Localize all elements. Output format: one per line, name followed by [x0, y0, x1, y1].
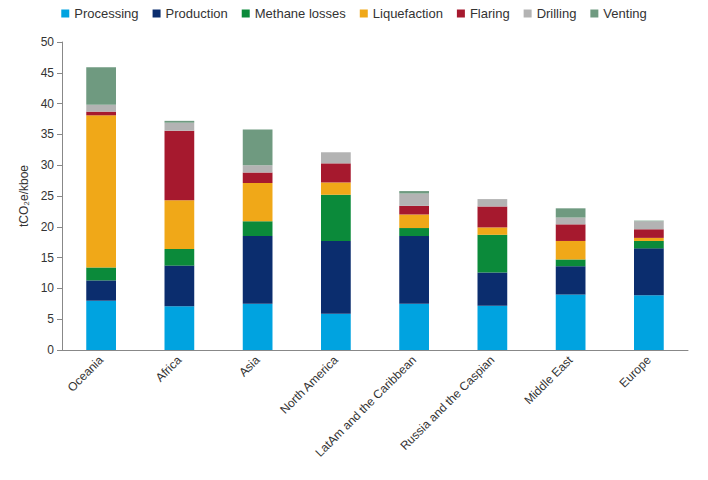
svg-text:Liquefaction: Liquefaction [373, 6, 443, 21]
svg-text:5: 5 [47, 312, 54, 326]
svg-text:Europe: Europe [617, 353, 654, 390]
svg-text:Russia and the Caspian: Russia and the Caspian [397, 353, 497, 453]
svg-text:Asia: Asia [236, 353, 263, 380]
svg-text:30: 30 [41, 158, 55, 172]
svg-text:Africa: Africa [153, 353, 185, 385]
svg-text:tCO₂e/kboe: tCO₂e/kboe [17, 165, 31, 227]
svg-text:15: 15 [41, 251, 55, 265]
svg-text:Oceania: Oceania [65, 353, 107, 395]
svg-text:Drilling: Drilling [537, 6, 577, 21]
svg-text:35: 35 [41, 127, 55, 141]
svg-text:Flaring: Flaring [470, 6, 510, 21]
svg-text:Production: Production [166, 6, 228, 21]
svg-text:Processing: Processing [74, 6, 138, 21]
svg-text:25: 25 [41, 189, 55, 203]
svg-text:Venting: Venting [603, 6, 646, 21]
svg-text:20: 20 [41, 220, 55, 234]
svg-text:LatAm and the Caribbean: LatAm and the Caribbean [312, 353, 420, 460]
svg-text:North America: North America [277, 353, 341, 417]
svg-text:Middle East: Middle East [521, 353, 576, 408]
svg-text:Methane losses: Methane losses [255, 6, 347, 21]
svg-text:40: 40 [41, 97, 55, 111]
svg-text:10: 10 [41, 281, 55, 295]
svg-text:45: 45 [41, 66, 55, 80]
svg-text:0: 0 [47, 343, 54, 357]
svg-text:50: 50 [41, 35, 55, 49]
